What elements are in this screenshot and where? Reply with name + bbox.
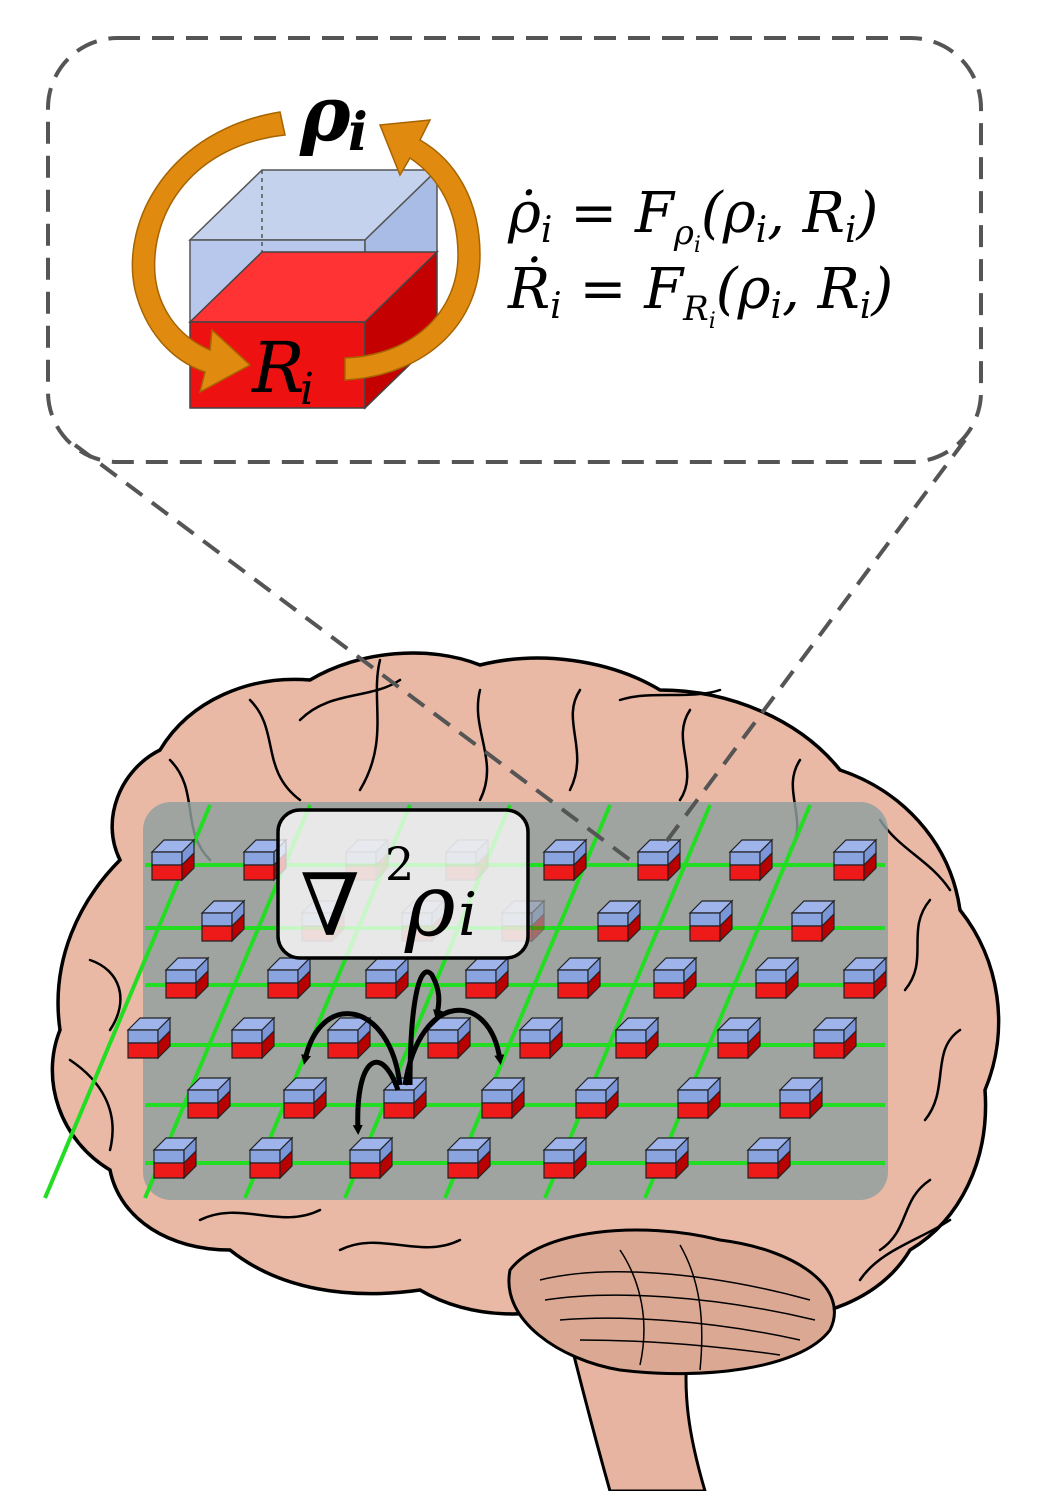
lattice-cube	[728, 838, 774, 882]
diffusion-arrow-up	[407, 969, 443, 1086]
diffusion-arrow-down	[352, 1059, 401, 1135]
orange-arrow-left	[131, 111, 286, 394]
laplacian-subscript: i	[458, 880, 477, 950]
lattice-cube	[652, 956, 698, 1000]
lattice-cube	[636, 838, 682, 882]
lattice-region	[43, 802, 888, 1200]
compartment-cube	[188, 168, 439, 410]
lattice-cube	[152, 1136, 198, 1180]
lattice-cube	[832, 838, 878, 882]
lattice-cube	[614, 1016, 660, 1060]
laplacian-label: ∇ 2 ρ i	[276, 808, 530, 960]
eq2-args-sub2: i	[860, 286, 872, 327]
equation-resource: Ṙi = FRi(ρi, Ri)	[507, 256, 893, 334]
lattice-cube	[164, 956, 210, 1000]
eq1-func-sub: ρ	[673, 213, 694, 253]
lattice-cube	[596, 899, 642, 943]
orange-arrow-right	[344, 119, 481, 381]
lattice-cube	[230, 1016, 276, 1060]
eq2-args-sub1: i	[771, 286, 783, 327]
eq1-equals: =	[552, 181, 635, 246]
laplacian-variable: ρ	[404, 856, 456, 956]
svg-text:ρ̇i = Fρi(ρi, Ri): ρ̇i = Fρi(ρi, Ri)	[507, 181, 878, 258]
lattice-cube	[688, 899, 734, 943]
zoom-line-right	[658, 438, 967, 852]
cerebellum-folds	[539, 1244, 816, 1371]
lattice-cube	[746, 1136, 792, 1180]
diffusion-arrow-right	[402, 1007, 505, 1086]
laplacian-power: 2	[385, 837, 414, 891]
density-subscript: i	[348, 102, 368, 163]
eq1-args-end: )	[855, 181, 878, 246]
lattice-column-line	[643, 804, 812, 1199]
resource-label: R	[250, 327, 305, 409]
diffusion-arrow-left	[301, 1011, 403, 1086]
lattice-cube	[248, 1136, 294, 1180]
eq2-args: (ρ	[716, 257, 771, 322]
eq2-args-end: )	[870, 257, 893, 322]
zoom-line-left	[73, 443, 632, 862]
resource-subscript: i	[300, 364, 314, 415]
lattice-cube	[842, 956, 888, 1000]
lattice-cube	[542, 838, 588, 882]
lattice-cube	[518, 1016, 564, 1060]
lattice-cube	[716, 1016, 762, 1060]
lattice-cube	[574, 1076, 620, 1120]
lattice-cube	[150, 838, 196, 882]
lattice-column-line	[543, 804, 712, 1199]
lattice-cube	[126, 1016, 172, 1060]
eq1-args-sub2: i	[845, 210, 857, 251]
svg-text:Ṙi = FRi(ρi, Ri): Ṙi = FRi(ρi, Ri)	[507, 256, 893, 334]
lattice-cube	[812, 1016, 858, 1060]
eq1-args-sub1: i	[756, 210, 768, 251]
equation-density: ρ̇i = Fρi(ρi, Ri)	[507, 181, 878, 258]
eq1-args-mid: , R	[767, 181, 845, 246]
eq1-lhs-sub: i	[541, 210, 553, 251]
lattice-cube	[480, 1076, 526, 1120]
eq2-args-mid: , R	[782, 257, 860, 322]
eq2-func-subsub: i	[709, 309, 716, 334]
diffusion-arrows	[301, 969, 505, 1135]
eq2-equals: =	[562, 257, 645, 322]
lattice-cube	[542, 1136, 588, 1180]
callout-box	[46, 36, 983, 464]
lattice-cube	[364, 956, 410, 1000]
exchange-arrows	[131, 111, 481, 394]
eq1-func-subsub: i	[694, 233, 701, 258]
lattice-cube	[790, 899, 836, 943]
density-label: ρ	[299, 69, 351, 158]
lattice-cube	[426, 1016, 472, 1060]
lattice-cube	[644, 1136, 690, 1180]
lattice-cube	[326, 1016, 372, 1060]
eq1-lhs: ρ̇	[507, 181, 541, 246]
eq1-args: (ρ	[701, 181, 756, 246]
cerebellum	[507, 1228, 836, 1376]
eq2-func: F	[643, 257, 685, 322]
lattice-cube	[348, 1136, 394, 1180]
lattice-cube	[200, 899, 246, 943]
lattice-cube	[676, 1076, 722, 1120]
lattice-cube	[266, 956, 312, 1000]
eq2-func-sub: R	[682, 289, 709, 329]
lattice-cube	[754, 956, 800, 1000]
eq1-func: F	[634, 181, 676, 246]
lattice-cube	[556, 956, 602, 1000]
lattice-cube	[778, 1076, 824, 1120]
eq2-lhs-sub: i	[550, 286, 562, 327]
laplacian-nabla: ∇	[300, 856, 360, 956]
lattice-cube	[446, 1136, 492, 1180]
lattice-cube	[464, 956, 510, 1000]
lattice-cube	[186, 1076, 232, 1120]
lattice-cube	[282, 1076, 328, 1120]
eq2-lhs: Ṙ	[507, 256, 550, 322]
